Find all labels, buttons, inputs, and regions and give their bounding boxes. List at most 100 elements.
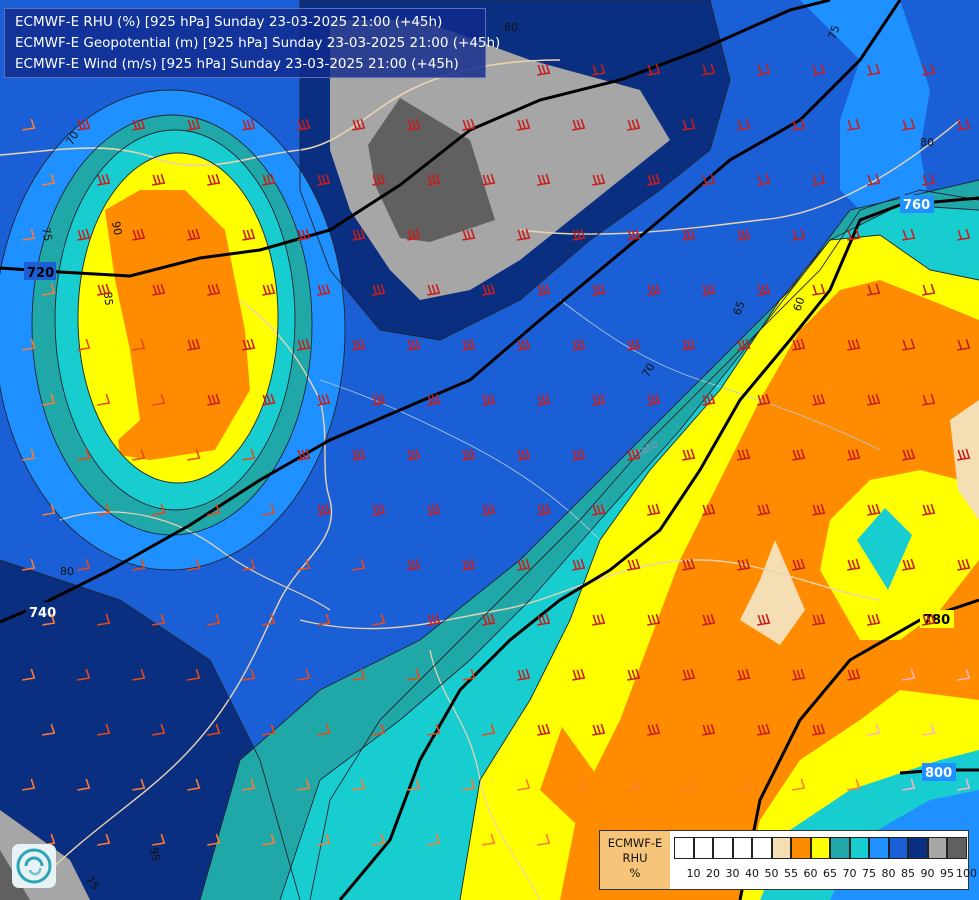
wind-barb	[572, 668, 586, 681]
rhu-contour-label: 60	[791, 295, 808, 313]
wind-barb	[572, 778, 586, 791]
wind-barb	[482, 833, 496, 846]
wind-barb	[152, 393, 166, 406]
legend-swatch	[849, 837, 869, 859]
wind-barb	[242, 448, 256, 461]
wind-barb	[297, 118, 311, 131]
wind-barb	[847, 668, 861, 681]
wind-barb	[262, 613, 276, 626]
wind-barb	[22, 558, 36, 571]
wind-barb	[902, 228, 916, 241]
wind-barb	[957, 558, 971, 571]
wind-barb	[297, 338, 311, 351]
wind-barb	[77, 448, 91, 461]
wind-barb	[77, 118, 91, 131]
wind-barb	[737, 558, 751, 571]
wind-barb	[537, 833, 551, 846]
wind-barb	[187, 338, 201, 351]
wind-barb	[187, 668, 201, 681]
wind-barb	[812, 503, 826, 516]
wind-barb	[592, 173, 606, 186]
legend-swatch	[869, 837, 889, 859]
wind-barb	[957, 338, 971, 351]
wind-barb	[812, 63, 826, 76]
wind-barb	[427, 173, 441, 186]
wind-barb	[737, 118, 751, 131]
wind-barb	[152, 173, 166, 186]
wind-barb	[22, 118, 36, 131]
geopotential-label: 800	[925, 766, 952, 781]
legend-tick-label: 70	[842, 867, 857, 880]
wind-barb	[262, 393, 276, 406]
wind-barb	[352, 448, 366, 461]
rhu-area-55-east-edge	[950, 400, 979, 520]
wind-barb	[242, 228, 256, 241]
label-bg	[24, 262, 56, 280]
label-bg	[900, 195, 934, 213]
wind-barb	[207, 613, 221, 626]
wind-barb	[42, 283, 56, 296]
legend-swatch	[693, 837, 713, 859]
wind-barb	[847, 228, 861, 241]
wind-barb	[317, 283, 331, 296]
wind-barb	[537, 613, 551, 626]
wind-barb	[352, 778, 366, 791]
wind-barb	[77, 778, 91, 791]
wind-barb	[537, 173, 551, 186]
wind-barb	[627, 338, 641, 351]
wind-barb	[922, 613, 936, 626]
title-panel: ECMWF-E RHU (%) [925 hPa] Sunday 23-03-2…	[4, 8, 500, 78]
wind-barb	[867, 723, 881, 736]
wind-barb	[792, 338, 806, 351]
wind-barb	[482, 503, 496, 516]
wind-barb	[812, 723, 826, 736]
rhu-contour-label: 95	[147, 846, 162, 862]
wind-barb	[152, 503, 166, 516]
wind-barb	[317, 833, 331, 846]
wind-barb	[737, 448, 751, 461]
legend-swatch	[732, 837, 752, 859]
wind-barb	[517, 668, 531, 681]
wind-barb	[482, 393, 496, 406]
rhu-contour-label: 70	[63, 129, 81, 148]
geopotential-740-line	[0, 0, 902, 624]
wind-barb	[517, 558, 531, 571]
wind-barb	[132, 558, 146, 571]
title-wind: ECMWF-E Wind (m/s) [925 hPa] Sunday 23-0…	[15, 56, 459, 72]
wind-barb	[462, 778, 476, 791]
wind-barb	[627, 668, 641, 681]
wind-barb	[262, 283, 276, 296]
wind-barb	[902, 448, 916, 461]
wind-barb	[97, 833, 111, 846]
wind-barb	[407, 448, 421, 461]
wind-barb	[757, 503, 771, 516]
wind-barb	[592, 393, 606, 406]
wind-barb	[317, 393, 331, 406]
legend-tick-label: 100	[956, 867, 977, 880]
wind-barb	[957, 228, 971, 241]
wind-barb	[757, 63, 771, 76]
wind-barb	[242, 118, 256, 131]
ecmwf-logo-icon-graphic	[16, 848, 52, 884]
wind-barb	[682, 118, 696, 131]
wind-barb	[737, 228, 751, 241]
wind-barb	[372, 833, 386, 846]
wind-barb	[22, 778, 36, 791]
rhu-contour-label: 80	[504, 21, 518, 34]
wind-barb	[462, 558, 476, 571]
wind-barb	[812, 173, 826, 186]
wind-barb	[847, 778, 861, 791]
wind-barb	[682, 338, 696, 351]
wind-barb	[647, 63, 661, 76]
wind-barb	[537, 723, 551, 736]
wind-barb	[902, 338, 916, 351]
label-bg	[26, 602, 58, 620]
rhu-area-75-east	[857, 508, 912, 590]
wind-barb	[682, 558, 696, 571]
wind-barb	[592, 723, 606, 736]
wind-barb	[922, 393, 936, 406]
legend-variable: RHU	[622, 851, 648, 865]
wind-barb	[42, 173, 56, 186]
wind-barb	[97, 503, 111, 516]
